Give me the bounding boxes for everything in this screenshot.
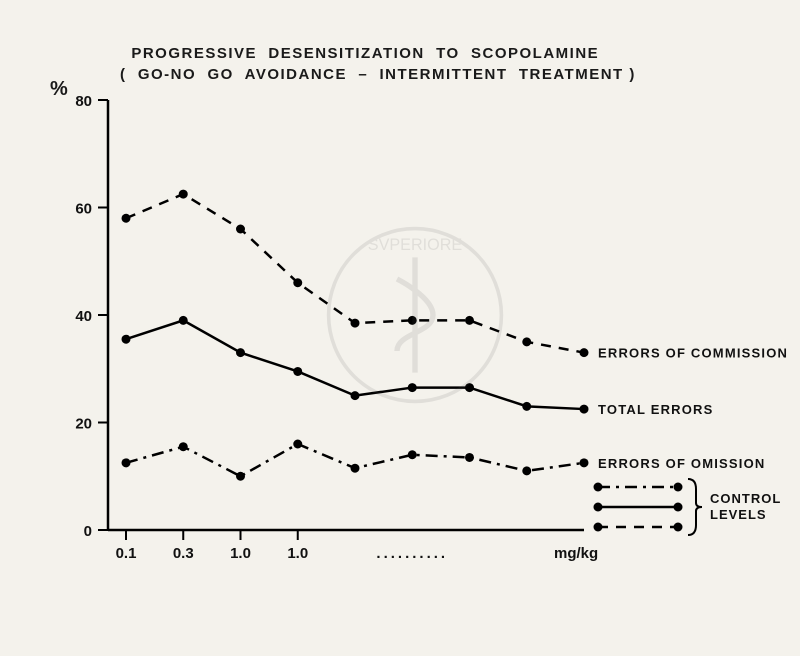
x-tick-label: 0.3 [173,545,194,562]
x-axis-dots: .......... [376,545,448,562]
legend-swatch-marker [594,483,603,492]
marker-errors_of_commission [122,214,131,223]
axes [108,100,584,530]
x-axis-ticks: 0.1 0.3 1.0 1.0.......... mg/kg [116,530,599,562]
marker-errors_of_commission [179,190,188,199]
marker-total_errors [580,405,589,414]
control-levels-label: CONTROL [710,491,781,506]
marker-total_errors [408,383,417,392]
marker-errors_of_omission [522,466,531,475]
legend-brace [688,479,702,535]
control-levels-label: LEVELS [710,507,767,522]
marker-errors_of_commission [408,316,417,325]
marker-total_errors [122,335,131,344]
marker-errors_of_commission [293,278,302,287]
series-label-errors_of_commission: ERRORS OF COMMISSION [598,346,788,361]
marker-errors_of_commission [522,337,531,346]
marker-errors_of_commission [465,316,474,325]
y-tick-label: 20 [75,416,92,433]
chart-svg: 0 20 40 60 80 0.1 0.3 1.0 1.0.......... mg/kg ER… [0,0,800,656]
y-tick-label: 80 [75,93,92,110]
x-tick-label: 0.1 [116,545,137,562]
marker-errors_of_omission [293,440,302,449]
marker-errors_of_commission [236,225,245,234]
legend-swatch-marker [674,503,683,512]
marker-errors_of_omission [179,442,188,451]
marker-total_errors [522,402,531,411]
marker-errors_of_commission [351,319,360,328]
y-tick-label: 0 [84,523,92,540]
marker-total_errors [293,367,302,376]
marker-errors_of_omission [465,453,474,462]
marker-errors_of_commission [580,348,589,357]
marker-errors_of_omission [236,472,245,481]
legend-swatch-marker [674,483,683,492]
marker-errors_of_omission [122,458,131,467]
marker-total_errors [465,383,474,392]
series-label-errors_of_omission: ERRORS OF OMISSION [598,456,766,471]
legend-swatch-marker [674,523,683,532]
y-tick-label: 40 [75,308,92,325]
marker-total_errors [179,316,188,325]
series-labels: ERRORS OF COMMISSION TOTAL ERRORS ERRORS O… [598,346,788,471]
marker-errors_of_omission [351,464,360,473]
chart-page: { "title_line1": "PROGRESSIVE DESENSITIZ… [0,0,800,656]
y-tick-label: 60 [75,201,92,218]
marker-total_errors [236,348,245,357]
legend-swatch-marker [594,503,603,512]
x-tick-label: 1.0 [287,545,308,562]
series-group [122,190,589,481]
marker-errors_of_omission [580,458,589,467]
legend-control-levels: CONTROLLEVELS [594,479,782,535]
x-axis-unit-label: mg/kg [554,545,598,562]
marker-total_errors [351,391,360,400]
y-axis-ticks: 0 20 40 60 80 [75,93,108,540]
series-line-errors_of_commission [126,194,584,353]
marker-errors_of_omission [408,450,417,459]
legend-swatch-marker [594,523,603,532]
series-label-total_errors: TOTAL ERRORS [598,402,714,417]
x-tick-label: 1.0 [230,545,251,562]
